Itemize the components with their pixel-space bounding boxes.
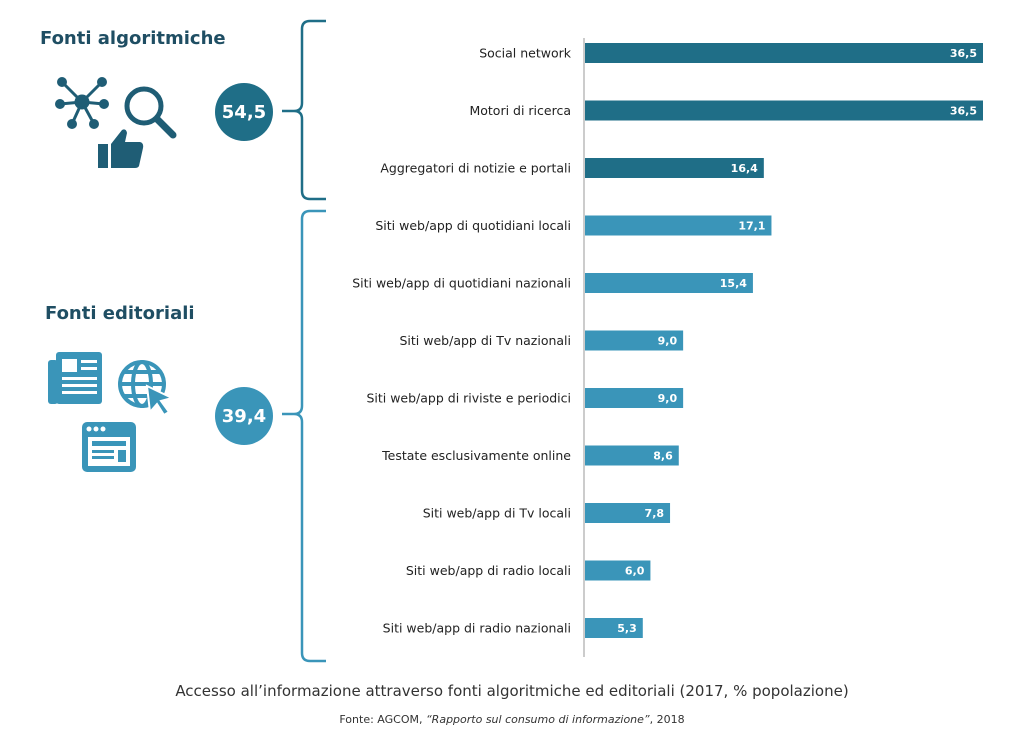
category-label-8: Siti web/app di Tv locali [423,506,571,521]
bar-5 [585,330,684,351]
category-label-5: Siti web/app di Tv nazionali [400,333,572,348]
bar-chart: Social network 36,5 Motori di ricerca 36,5 A… [282,19,983,663]
value-label-5: 9,0 [658,335,678,348]
bracket-editorial [282,209,326,663]
globe-cursor-icon [118,360,175,417]
newspaper-icon [48,352,102,404]
value-label-3: 17,1 [738,220,765,233]
bar-6 [585,388,684,408]
chart-caption: Accesso all’informazione attraverso font… [175,682,849,700]
source-prefix: Fonte: AGCOM, [339,713,426,726]
bar-3 [585,215,772,236]
category-label-3: Siti web/app di quotidiani locali [375,218,571,233]
category-label-9: Siti web/app di radio locali [406,563,571,578]
total-badge-algorithmic: 54,5 [215,83,273,141]
category-label-4: Siti web/app di quotidiani nazionali [352,276,571,291]
category-label-1: Motori di ricerca [469,103,571,118]
bar-7 [585,445,679,466]
category-label-7: Testate esclusivamente online [381,448,571,463]
bar-8 [585,503,671,523]
total-badge-editorial: 39,4 [215,387,273,445]
bar-1 [585,100,983,121]
bar-9 [585,560,651,581]
source-suffix: , 2018 [649,713,685,726]
value-label-10: 5,3 [617,622,637,635]
category-label-6: Siti web/app di riviste e periodici [366,391,571,406]
category-label-2: Aggregatori di notizie e portali [380,161,571,176]
value-label-8: 7,8 [645,507,665,520]
value-label-1: 36,5 [950,105,977,118]
bar-10 [585,618,643,638]
chart-source: Fonte: AGCOM, “Rapporto sul consumo di i… [0,713,1024,726]
value-label-0: 36,5 [950,47,977,60]
bar-0 [585,43,983,63]
bar-2 [585,158,764,178]
value-label-9: 6,0 [625,565,645,578]
category-label-0: Social network [479,46,572,61]
browser-window-icon [82,422,136,472]
search-icon [124,86,177,139]
bracket-algorithmic [282,19,326,201]
value-label-6: 9,0 [658,392,678,405]
bar-4 [585,273,753,293]
value-label-2: 16,4 [731,162,758,175]
network-icon [55,77,109,129]
category-label-10: Siti web/app di radio nazionali [383,621,571,636]
group-title-algorithmic: Fonti algoritmiche [40,28,226,49]
value-label-7: 8,6 [653,450,673,463]
thumbs-up-icon [98,129,144,168]
value-label-4: 15,4 [720,277,747,290]
group-title-editorial: Fonti editoriali [45,303,195,324]
source-title: “Rapporto sul consumo di informazione” [425,713,650,726]
